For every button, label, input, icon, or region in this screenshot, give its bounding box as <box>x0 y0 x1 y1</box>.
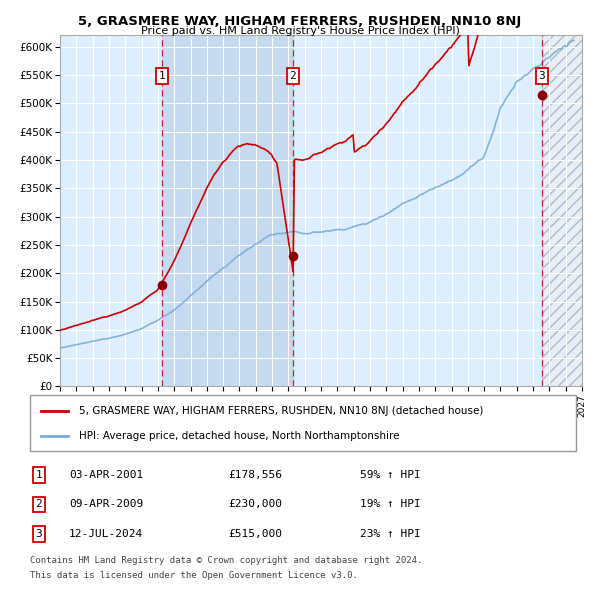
Text: 59% ↑ HPI: 59% ↑ HPI <box>360 470 421 480</box>
Text: £230,000: £230,000 <box>228 500 282 509</box>
Text: 3: 3 <box>538 71 545 81</box>
Text: 1: 1 <box>158 71 166 81</box>
Text: 1: 1 <box>35 470 43 480</box>
Bar <box>162 35 293 386</box>
Text: 19% ↑ HPI: 19% ↑ HPI <box>360 500 421 509</box>
Text: This data is licensed under the Open Government Licence v3.0.: This data is licensed under the Open Gov… <box>30 571 358 580</box>
Text: £515,000: £515,000 <box>228 529 282 539</box>
Text: £178,556: £178,556 <box>228 470 282 480</box>
Text: 2: 2 <box>289 71 296 81</box>
Text: Contains HM Land Registry data © Crown copyright and database right 2024.: Contains HM Land Registry data © Crown c… <box>30 556 422 565</box>
Text: Price paid vs. HM Land Registry's House Price Index (HPI): Price paid vs. HM Land Registry's House … <box>140 26 460 36</box>
Text: 2: 2 <box>35 500 43 509</box>
Text: 12-JUL-2024: 12-JUL-2024 <box>69 529 143 539</box>
Text: 09-APR-2009: 09-APR-2009 <box>69 500 143 509</box>
Text: 3: 3 <box>35 529 43 539</box>
Text: 23% ↑ HPI: 23% ↑ HPI <box>360 529 421 539</box>
Text: HPI: Average price, detached house, North Northamptonshire: HPI: Average price, detached house, Nort… <box>79 431 400 441</box>
Bar <box>542 35 582 386</box>
Text: 5, GRASMERE WAY, HIGHAM FERRERS, RUSHDEN, NN10 8NJ: 5, GRASMERE WAY, HIGHAM FERRERS, RUSHDEN… <box>79 15 521 28</box>
Text: 5, GRASMERE WAY, HIGHAM FERRERS, RUSHDEN, NN10 8NJ (detached house): 5, GRASMERE WAY, HIGHAM FERRERS, RUSHDEN… <box>79 406 484 416</box>
Text: 03-APR-2001: 03-APR-2001 <box>69 470 143 480</box>
